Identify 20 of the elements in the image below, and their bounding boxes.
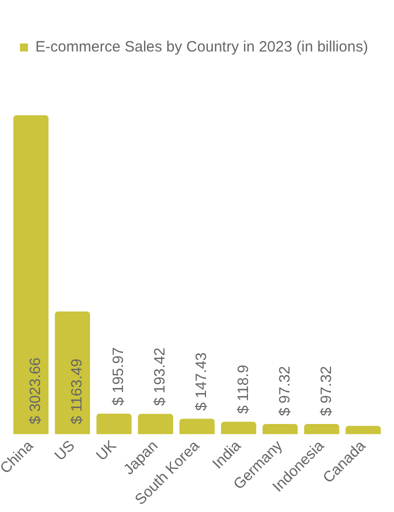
bar [304, 424, 340, 434]
x-tick-label: US [51, 437, 78, 464]
data-label: $ 1163.49 [68, 358, 86, 424]
bar [13, 115, 49, 434]
bar [180, 418, 215, 434]
bar [96, 414, 132, 434]
x-tick-label: UK [93, 437, 120, 464]
bar [138, 414, 174, 434]
bar [262, 424, 298, 434]
data-label: $ 118.9 [234, 364, 252, 414]
data-label: $ 3023.66 [27, 358, 44, 424]
data-label: $ 193.42 [152, 348, 169, 406]
data-label: $ 147.43 [193, 352, 210, 411]
data-label: $ 97.32 [276, 366, 294, 416]
bar [54, 312, 90, 434]
data-label: $ 195.97 [110, 347, 128, 406]
bar [346, 426, 381, 434]
data-label: $ 97.32 [318, 366, 335, 416]
bar [221, 422, 256, 434]
legend-label: E-commerce Sales by Country in 2023 (in billions) [35, 38, 368, 56]
